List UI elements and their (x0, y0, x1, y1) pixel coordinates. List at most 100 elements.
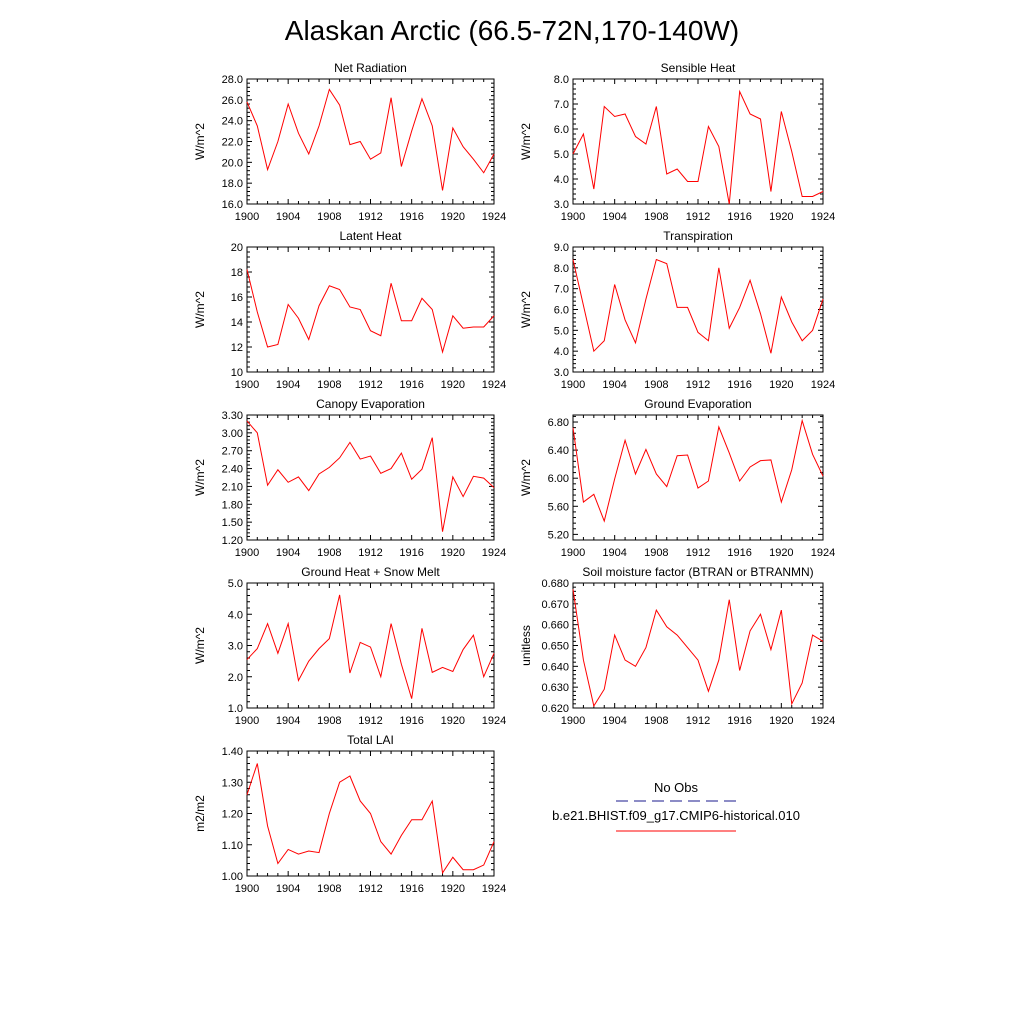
y-tick-label: 6.40 (548, 445, 569, 457)
y-tick-label: 1.10 (222, 840, 243, 852)
chart-panel: Ground Evaporation 1900 1904 1908 1912 1916 19… (519, 397, 835, 559)
x-tick-label: 1904 (602, 211, 626, 223)
x-tick-label: 1912 (686, 547, 710, 559)
chart-panel: Total LAI 1900 1904 1908 1912 1916 1920 1924 1.0… (193, 733, 506, 895)
x-tick-label: 1912 (686, 379, 710, 391)
y-tick-label: 6.0 (554, 305, 569, 317)
x-tick-label: 1908 (317, 379, 341, 391)
chart-panel: Soil moisture factor (BTRAN or BTRANMN) 1… (519, 565, 835, 727)
x-tick-label: 1904 (276, 883, 300, 895)
x-tick-label: 1904 (276, 547, 300, 559)
y-tick-label: 3.0 (554, 367, 569, 379)
x-tick-label: 1924 (482, 883, 506, 895)
y-tick-label: 7.0 (554, 284, 569, 296)
y-tick-label: 0.670 (541, 599, 569, 611)
y-tick-label: 0.640 (541, 661, 569, 673)
panel-title: Sensible Heat (661, 61, 736, 75)
series-line (572, 89, 824, 205)
x-tick-label: 1924 (811, 715, 835, 727)
x-tick-label: 1920 (769, 211, 793, 223)
x-tick-label: 1924 (482, 211, 506, 223)
panel-title: Soil moisture factor (BTRAN or BTRANMN) (582, 565, 813, 579)
chart-panel: Ground Heat + Snow Melt 1900 1904 1908 1912 1… (193, 565, 506, 727)
x-tick-label: 1924 (811, 547, 835, 559)
y-tick-label: 1.00 (222, 871, 243, 883)
x-tick-label: 1912 (358, 883, 382, 895)
y-tick-label: 2.10 (222, 481, 243, 493)
x-tick-label: 1924 (482, 715, 506, 727)
y-axis-label: W/m^2 (519, 291, 533, 328)
y-tick-label: 1.40 (222, 746, 243, 758)
y-tick-label: 16.0 (222, 199, 243, 211)
y-tick-label: 1.20 (222, 535, 243, 547)
x-tick-label: 1924 (482, 547, 506, 559)
x-tick-label: 1908 (644, 715, 668, 727)
y-axis-label: W/m^2 (193, 123, 207, 160)
x-tick-label: 1916 (399, 547, 423, 559)
chart-panel: Canopy Evaporation 1900 1904 1908 1912 1916 19… (193, 397, 506, 559)
series-line (572, 589, 824, 708)
panel-title: Latent Heat (339, 229, 402, 243)
y-tick-label: 12 (231, 342, 243, 354)
x-tick-label: 1908 (644, 211, 668, 223)
x-tick-label: 1904 (276, 715, 300, 727)
y-tick-label: 8.0 (554, 263, 569, 275)
x-tick-label: 1912 (358, 715, 382, 727)
x-tick-label: 1920 (769, 715, 793, 727)
y-tick-label: 1.30 (222, 777, 243, 789)
x-tick-label: 1908 (644, 547, 668, 559)
y-tick-label: 6.80 (548, 417, 569, 429)
panel-grid: Net Radiation 1900 1904 1908 1912 1916 1920 192… (193, 61, 835, 895)
x-tick-label: 1908 (317, 547, 341, 559)
x-tick-label: 1900 (235, 211, 259, 223)
y-tick-label: 0.680 (541, 578, 569, 590)
chart-panel: Net Radiation 1900 1904 1908 1912 1916 1920 192… (193, 61, 506, 223)
y-axis-label: W/m^2 (519, 123, 533, 160)
series-line (246, 88, 495, 191)
plot-frame (246, 246, 495, 373)
panel-title: Canopy Evaporation (316, 397, 425, 411)
y-tick-label: 2.0 (228, 672, 243, 684)
y-tick-label: 7.0 (554, 99, 569, 111)
y-tick-label: 3.0 (228, 641, 243, 653)
chart-panel: Transpiration 1900 1904 1908 1912 1916 1920 192… (519, 229, 835, 391)
series-line (246, 420, 495, 532)
legend: No Obs b.e21.BHIST.f09_g17.CMIP6-histori… (552, 780, 800, 832)
x-tick-label: 1924 (482, 379, 506, 391)
plot-frame (246, 582, 495, 709)
y-tick-label: 5.0 (554, 149, 569, 161)
x-tick-label: 1920 (441, 883, 465, 895)
x-tick-label: 1904 (602, 379, 626, 391)
x-tick-label: 1920 (441, 547, 465, 559)
x-tick-label: 1900 (561, 379, 585, 391)
x-tick-label: 1916 (727, 211, 751, 223)
panel-title: Net Radiation (334, 61, 407, 75)
y-tick-label: 3.30 (222, 410, 243, 422)
y-tick-label: 20.0 (222, 157, 243, 169)
y-tick-label: 3.0 (554, 199, 569, 211)
x-tick-label: 1916 (727, 379, 751, 391)
x-tick-label: 1916 (399, 211, 423, 223)
y-tick-label: 0.620 (541, 703, 569, 715)
legend-model-label: b.e21.BHIST.f09_g17.CMIP6-historical.010 (552, 808, 800, 823)
y-tick-label: 4.0 (228, 609, 243, 621)
y-axis-label: W/m^2 (193, 291, 207, 328)
y-tick-label: 5.20 (548, 529, 569, 541)
x-tick-label: 1900 (235, 379, 259, 391)
x-tick-label: 1900 (561, 715, 585, 727)
y-axis-label: m2/m2 (193, 795, 207, 832)
x-tick-label: 1924 (811, 211, 835, 223)
y-tick-label: 26.0 (222, 95, 243, 107)
x-tick-label: 1920 (441, 211, 465, 223)
x-tick-label: 1912 (686, 211, 710, 223)
x-tick-label: 1900 (235, 883, 259, 895)
y-tick-label: 1.50 (222, 517, 243, 529)
x-tick-label: 1916 (399, 883, 423, 895)
y-tick-label: 6.0 (554, 124, 569, 136)
y-tick-label: 4.0 (554, 174, 569, 186)
x-tick-label: 1916 (727, 715, 751, 727)
y-tick-label: 0.660 (541, 620, 569, 632)
y-tick-label: 6.00 (548, 473, 569, 485)
y-tick-label: 5.0 (554, 325, 569, 337)
x-tick-label: 1904 (602, 715, 626, 727)
